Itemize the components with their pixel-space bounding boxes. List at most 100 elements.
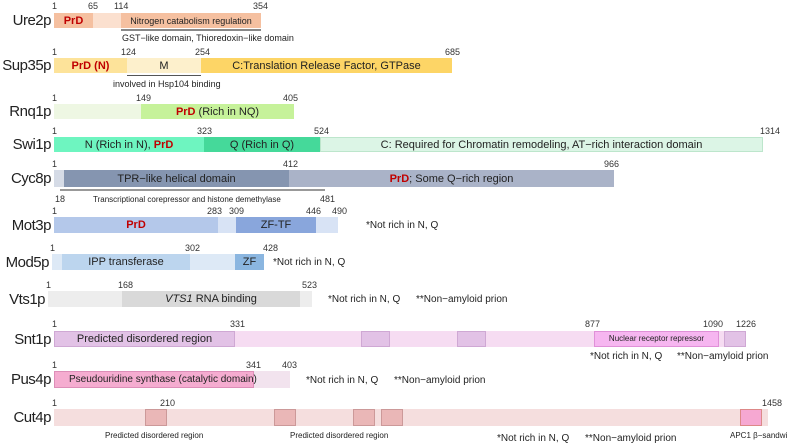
- cut4p-disordered-label-2: Predicted disordered region: [290, 431, 389, 440]
- tick: 1: [52, 319, 58, 329]
- mot3p-prd: PrD: [54, 217, 218, 233]
- swi1p-c: C: Required for Chromatin remodeling, AT…: [320, 137, 763, 152]
- tick: 1: [52, 126, 58, 136]
- vts1p-domain-rest: RNA binding: [192, 293, 257, 305]
- swi1p-q: Q (Rich in Q): [204, 137, 320, 152]
- tick: 490: [332, 206, 348, 216]
- pus4p-note-2: **Non−amyloid prion: [394, 375, 486, 386]
- ure2p-prd: PrD: [54, 13, 93, 28]
- tick: 65: [88, 1, 99, 11]
- tick: 354: [253, 1, 269, 11]
- sup35p-c: C:Translation Release Factor, GTPase: [201, 58, 452, 73]
- tick: 524: [314, 126, 330, 136]
- cyc8p-prd-region: PrD; Some Q−rich region: [289, 170, 614, 187]
- rnq1p-prd: PrD (Rich in NQ): [141, 104, 294, 119]
- vts1p-cterm: [300, 291, 312, 307]
- swi1p-n-label: N (Rich in N),: [84, 138, 154, 151]
- mod5p-note: *Not rich in N, Q: [273, 257, 346, 268]
- snt1p-disordered: Predicted disordered region: [54, 331, 235, 347]
- tick: 481: [320, 194, 336, 204]
- cyc8p-prd-rest: ; Some Q−rich region: [409, 172, 514, 185]
- snt1p-disordered-box: [361, 331, 390, 347]
- tick: 1: [52, 360, 58, 370]
- tick: 966: [604, 159, 620, 169]
- protein-label-mod5p: Mod5p: [5, 254, 50, 271]
- tick: 302: [185, 243, 201, 253]
- tick: 403: [282, 360, 298, 370]
- tick: 1090: [703, 319, 724, 329]
- vts1p-note-2: **Non−amyloid prion: [416, 294, 508, 305]
- cyc8p-nterm: [54, 170, 64, 187]
- tick: 1226: [736, 319, 757, 329]
- tick: 1314: [760, 126, 781, 136]
- tick: 405: [283, 93, 299, 103]
- tick: 18: [55, 194, 66, 204]
- tick: 1: [52, 93, 58, 103]
- tick: 523: [302, 280, 318, 290]
- pus4p-domain: Pseudouridine synthase (catalytic domain…: [54, 371, 257, 388]
- tick: 1: [52, 398, 58, 408]
- cyc8p-subtitle: Transcriptional corepressor and histone …: [93, 195, 281, 204]
- tick: 323: [197, 126, 213, 136]
- tick: 685: [445, 47, 461, 57]
- mod5p-zf: ZF: [235, 254, 264, 270]
- cut4p-disordered-box: [145, 409, 167, 426]
- snt1p-note-1: *Not rich in N, Q: [590, 351, 663, 362]
- sup35p-prd: PrD (N): [54, 58, 127, 73]
- mod5p-ipp: IPP transferase: [62, 254, 190, 270]
- vts1p-domain-italic: VTS1: [165, 293, 193, 305]
- snt1p-note-2: **Non−amyloid prion: [677, 351, 769, 362]
- snt1p-nrr: Nuclear receptor repressor: [594, 331, 719, 347]
- cut4p-bar: [54, 409, 768, 426]
- cut4p-apc1-box: [740, 409, 762, 426]
- snt1p-disordered-box: [724, 331, 746, 347]
- pus4p-note-1: *Not rich in N, Q: [306, 375, 379, 386]
- protein-label-swi1p: Swi1p: [12, 136, 52, 153]
- tick: 210: [160, 398, 176, 408]
- vts1p-domain: VTS1 RNA binding: [122, 291, 300, 307]
- rnq1p-prd-label: PrD: [175, 105, 196, 118]
- protein-label-pus4p: Pus4p: [10, 371, 52, 388]
- swi1p-n: N (Rich in N), PrD: [54, 137, 204, 152]
- cut4p-disordered-box: [353, 409, 375, 426]
- tick: 1: [46, 280, 52, 290]
- protein-label-cyc8p: Cyc8p: [10, 170, 52, 187]
- cyc8p-underline: [60, 189, 325, 191]
- cut4p-apc1-label: APC1 β−sandwich: [730, 431, 787, 440]
- tick: 1: [52, 159, 58, 169]
- tick: 428: [263, 243, 279, 253]
- protein-label-cut4p: Cut4p: [13, 409, 51, 426]
- rnq1p-n: [54, 104, 141, 119]
- ure2p-linker: [93, 13, 121, 28]
- tick: 254: [195, 47, 211, 57]
- protein-label-snt1p: Snt1p: [14, 331, 51, 348]
- tick: 149: [136, 93, 152, 103]
- cut4p-disordered-box: [381, 409, 403, 426]
- tick: 124: [121, 47, 137, 57]
- tick: 1: [50, 243, 56, 253]
- mot3p-note: *Not rich in N, Q: [366, 220, 439, 231]
- tick: 1: [52, 1, 58, 11]
- tick: 341: [246, 360, 262, 370]
- ure2p-underline: [121, 29, 261, 31]
- tick: 114: [114, 1, 129, 11]
- ure2p-domain: Nitrogen catabolism regulation: [121, 13, 261, 28]
- mod5p-linker: [190, 254, 235, 270]
- mod5p-nterm: [52, 254, 62, 270]
- protein-label-rnq1p: Rnq1p: [9, 103, 51, 120]
- sup35p-underline: [127, 75, 201, 76]
- tick: 877: [585, 319, 601, 329]
- snt1p-disordered-box: [457, 331, 486, 347]
- tick: 283: [207, 206, 223, 216]
- protein-label-sup35p: Sup35p: [2, 57, 51, 74]
- mot3p-cterm: [316, 217, 338, 233]
- tick: 412: [283, 159, 299, 169]
- tick: 1458: [762, 398, 783, 408]
- vts1p-note-1: *Not rich in N, Q: [328, 294, 401, 305]
- tick: 168: [118, 280, 134, 290]
- swi1p-prd: PrD: [153, 138, 174, 151]
- mot3p-zf: ZF-TF: [236, 217, 316, 233]
- rnq1p-prd-rest: (Rich in NQ): [195, 105, 260, 118]
- cut4p-disordered-label-1: Predicted disordered region: [105, 431, 204, 440]
